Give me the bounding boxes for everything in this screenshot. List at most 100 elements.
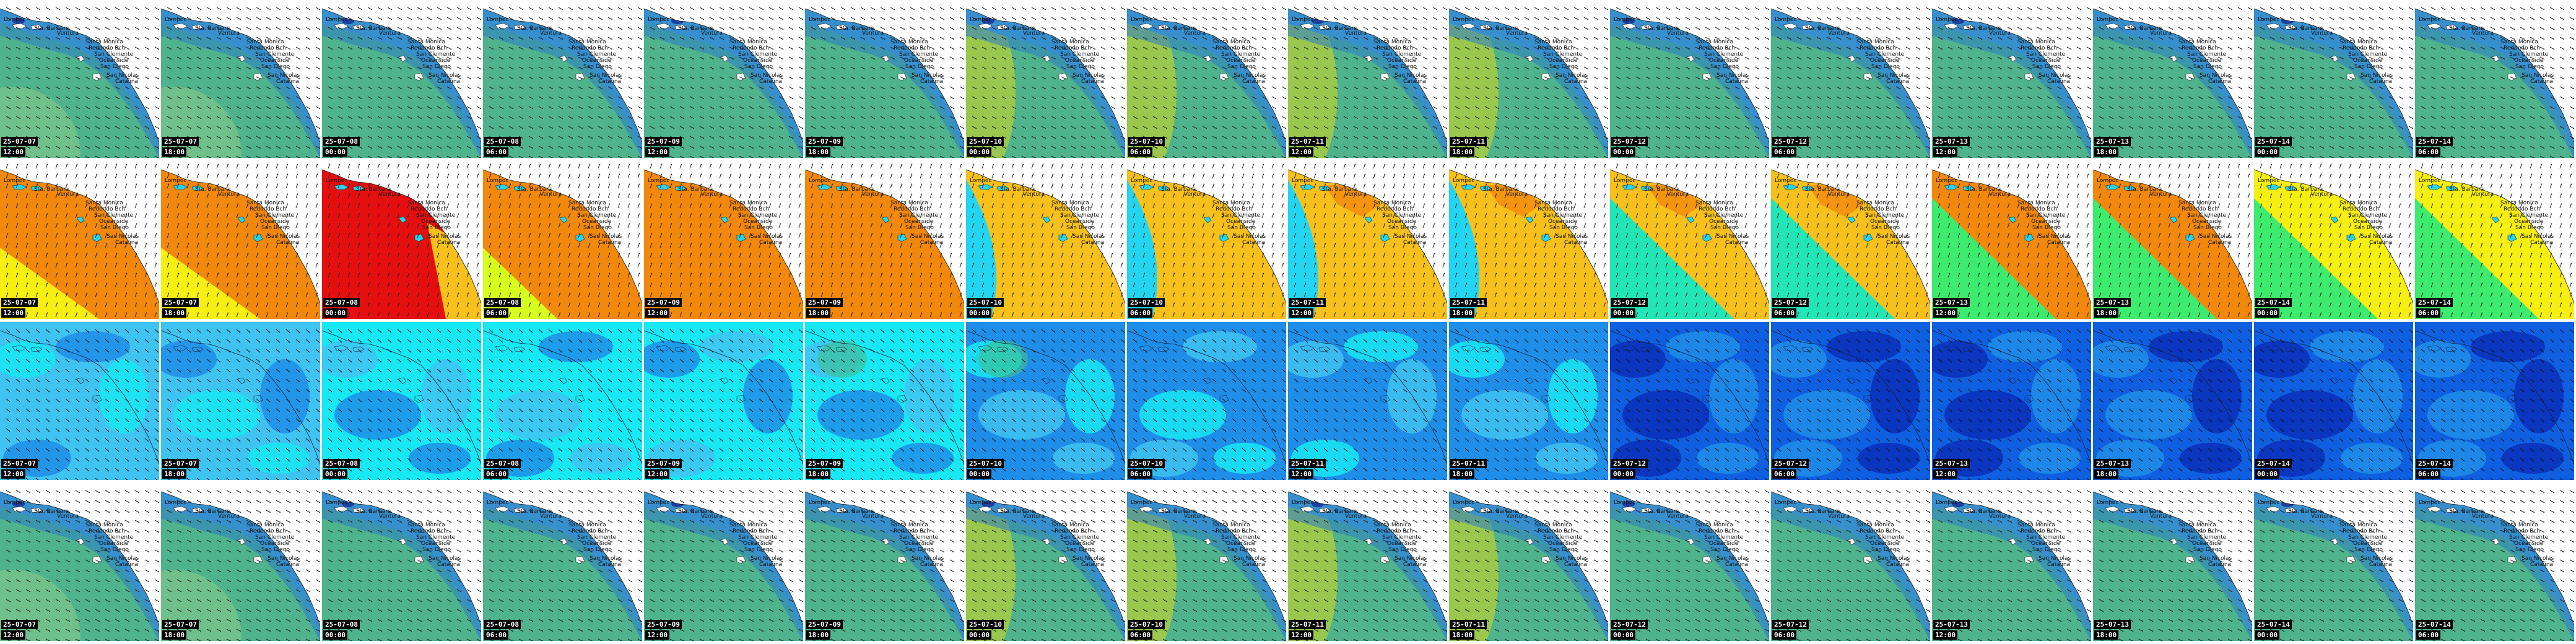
- place-label: Santa Monica: [1212, 523, 1250, 528]
- timestamp-date: 25-07-08: [323, 620, 360, 629]
- place-label: Sta. Barbara: [517, 187, 552, 193]
- island: [2330, 538, 2339, 546]
- wind-patch: [2427, 390, 2514, 440]
- place-label: San Clemente: [1543, 535, 1582, 541]
- place-label: Lompoc: [2419, 178, 2440, 184]
- place-label: Redondo Bch: [1216, 46, 1252, 51]
- vector-arrows: [1616, 490, 1769, 641]
- timestamp-time: 18:00: [1450, 469, 1475, 479]
- place-label: San Nicolas: [268, 556, 300, 562]
- timestamp-time: 06:00: [2416, 147, 2441, 157]
- place-label: Santa Monica: [2339, 40, 2377, 45]
- vector-arrows: [1938, 329, 2091, 480]
- map-panel-wave-height-repeat: Lompoc Sta. Barbara Ventura Santa Monica Red…: [0, 483, 159, 641]
- island: [2169, 55, 2178, 63]
- place-label: Redondo Bch: [894, 207, 930, 212]
- land: [322, 161, 481, 303]
- timestamp-date: 25-07-13: [1933, 620, 1970, 629]
- island: [674, 346, 687, 352]
- island: [559, 55, 568, 63]
- map-canvas: [2415, 483, 2574, 641]
- place-label: San Diego: [2515, 225, 2544, 231]
- place-label: Sta. Barbara: [1000, 509, 1035, 515]
- place-label: San Clemente: [1221, 535, 1260, 541]
- place-label: San Diego: [261, 547, 290, 553]
- island: [2123, 185, 2136, 191]
- place-label: Catalina: [2530, 240, 2553, 246]
- place-label: Lompoc: [1775, 500, 1796, 506]
- place-label: San Nicolas: [107, 556, 139, 562]
- wind-patch: [1344, 331, 1418, 362]
- timestamp-time: 12:00: [1289, 469, 1314, 479]
- place-label: Oceanside: [582, 541, 611, 547]
- place-label: Oceanside: [2514, 219, 2543, 225]
- island: [1944, 345, 1959, 351]
- timestamp-date: 25-07-10: [1128, 298, 1165, 307]
- land: [483, 483, 642, 625]
- timestamp-date: 25-07-13: [2094, 298, 2131, 307]
- deep-patch: [1622, 18, 1635, 24]
- coastal-fill: [1127, 9, 1286, 158]
- map-canvas: [805, 0, 964, 158]
- place-label: Ventura: [701, 31, 723, 37]
- island: [881, 377, 890, 385]
- place-label: Redondo Bch: [894, 46, 930, 51]
- timestamp-date: 25-07-12: [1611, 137, 1648, 146]
- coastal-fill: [805, 492, 964, 641]
- timestamp-date: 25-07-13: [2094, 459, 2131, 468]
- land: [966, 483, 1125, 625]
- island: [1157, 185, 1170, 191]
- place-label: Oceanside: [260, 541, 289, 547]
- vector-arrows: [1133, 163, 1284, 318]
- place-label: San Clemente: [899, 52, 938, 58]
- place-label: Redondo Bch: [572, 207, 608, 212]
- place-label: San Nicolas: [751, 556, 783, 562]
- place-label: Ventura: [862, 514, 884, 520]
- place-label: San Nicolas: [2522, 234, 2554, 240]
- coastline: [2415, 169, 2574, 304]
- map-panel-wind-speed: 25-07-13 18:00: [2093, 322, 2252, 480]
- place-label: Redondo Bch: [1538, 529, 1574, 534]
- place-label: Oceanside: [904, 541, 933, 547]
- land: [1127, 483, 1286, 625]
- island: [996, 185, 1009, 191]
- map-panel-wave-height-repeat: Lompoc Sta. Barbara Ventura Santa Monica Red…: [161, 483, 320, 641]
- place-label: Santa Monica: [890, 523, 928, 528]
- island: [559, 216, 568, 224]
- place-label: Catalina: [920, 240, 943, 246]
- map-panel-wave-height-repeat: Lompoc Sta. Barbara Ventura Santa Monica Red…: [805, 483, 964, 641]
- island: [191, 346, 204, 352]
- place-label: Lompoc: [648, 17, 669, 23]
- place-label: Oceanside: [421, 58, 450, 64]
- place-label: Oceanside: [1387, 58, 1416, 64]
- timestamp-date: 25-07-07: [162, 298, 199, 307]
- island: [1640, 346, 1653, 352]
- coastline: [1127, 8, 1286, 143]
- vector-arrows: [972, 163, 1123, 318]
- map-panel-wave-period: Lompoc Sta. Barbara Ventura Santa Monica Red…: [1127, 161, 1286, 319]
- place-label: Catalina: [1725, 240, 1748, 246]
- timestamp-date: 25-07-14: [2416, 137, 2453, 146]
- place-label: Catalina: [759, 79, 782, 85]
- place-label: Oceanside: [1065, 541, 1094, 547]
- island: [1962, 346, 1975, 352]
- map-panel-wave-period: Lompoc Sta. Barbara Ventura Santa Monica Red…: [1288, 161, 1447, 319]
- vector-arrows: [1616, 329, 1769, 480]
- place-label: Santa Monica: [1051, 523, 1089, 528]
- place-label: Ventura: [1667, 31, 1689, 37]
- land: [161, 161, 320, 303]
- map-panel-wave-height: Lompoc Sta. Barbara Ventura Santa Monica Red…: [805, 0, 964, 158]
- place-label: Catalina: [1725, 562, 1748, 568]
- place-label: Ventura: [379, 192, 401, 198]
- place-label: Sta. Barbara: [2449, 26, 2484, 32]
- island: [1203, 377, 1212, 385]
- map-panel-wind-speed: 25-07-09 18:00: [805, 322, 964, 480]
- place-label: Oceanside: [1870, 541, 1899, 547]
- wind-patch: [1127, 341, 1183, 378]
- place-label: Sta. Barbara: [1483, 26, 1518, 32]
- coastline: [1932, 8, 2091, 143]
- place-label: San Nicolas: [107, 73, 139, 79]
- place-label: Lompoc: [2419, 17, 2440, 23]
- place-label: Catalina: [1081, 240, 1104, 246]
- vector-arrows: [1133, 7, 1286, 158]
